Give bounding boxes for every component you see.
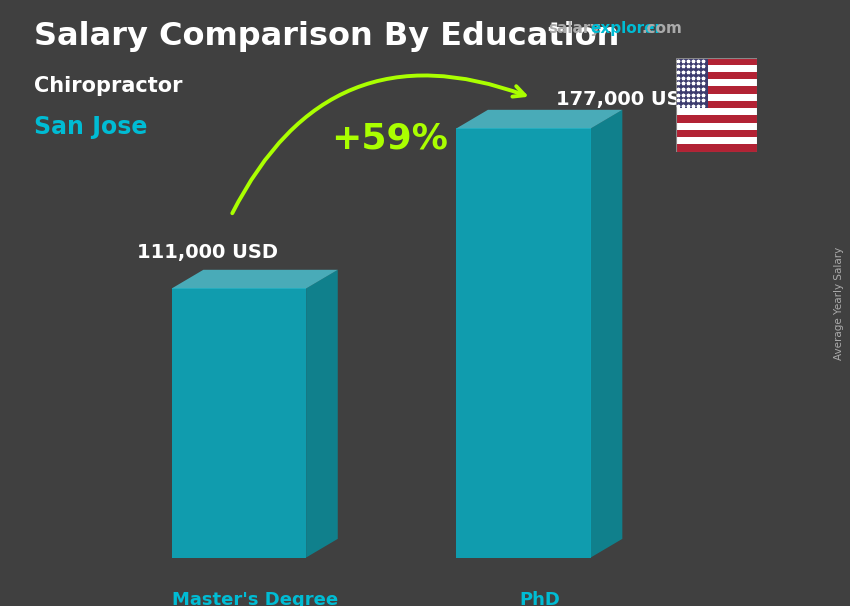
Text: salary: salary (548, 21, 601, 36)
Polygon shape (591, 110, 622, 558)
Text: 177,000 USD: 177,000 USD (556, 90, 697, 109)
Bar (456, 128, 591, 558)
Bar (676, 94, 756, 101)
Text: 111,000 USD: 111,000 USD (137, 243, 278, 262)
Bar (676, 101, 756, 108)
Bar (676, 58, 708, 108)
Text: Average Yearly Salary: Average Yearly Salary (834, 247, 844, 359)
Bar (676, 79, 756, 87)
Bar (676, 137, 756, 144)
Bar (676, 115, 756, 122)
Bar (676, 87, 756, 94)
Bar (676, 72, 756, 79)
Bar (676, 58, 756, 65)
Text: Master's Degree: Master's Degree (172, 591, 337, 606)
Text: San Jose: San Jose (34, 115, 147, 139)
Bar (676, 122, 756, 130)
Bar (676, 65, 756, 72)
Text: +59%: +59% (331, 121, 448, 155)
Text: Chiropractor: Chiropractor (34, 76, 183, 96)
Polygon shape (306, 270, 337, 558)
Text: explorer: explorer (591, 21, 663, 36)
Text: PhD: PhD (518, 591, 560, 606)
Text: .com: .com (642, 21, 683, 36)
Polygon shape (172, 270, 337, 288)
Bar (676, 144, 756, 152)
Bar (172, 288, 306, 558)
Polygon shape (456, 110, 622, 128)
Bar (676, 130, 756, 137)
Bar (676, 108, 756, 115)
Text: Salary Comparison By Education: Salary Comparison By Education (34, 21, 620, 52)
